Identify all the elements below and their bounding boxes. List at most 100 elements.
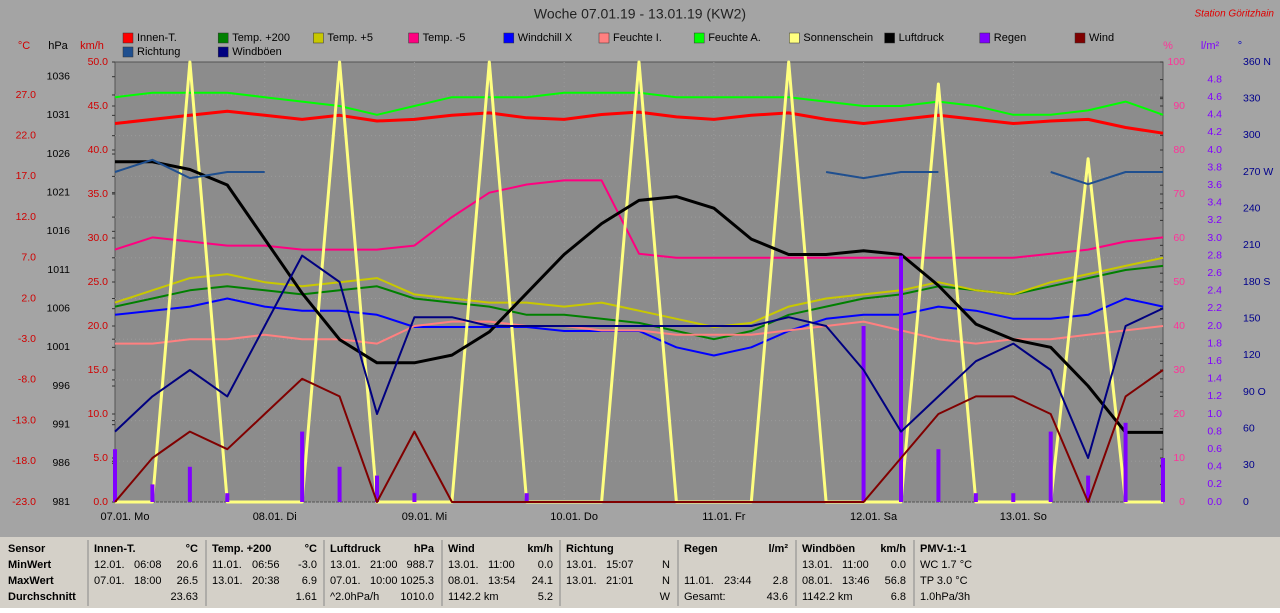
y-tick-label: 10 [1173,452,1185,464]
x-tick-label: 11.01. Fr [702,511,746,523]
stats-time: 23:44 [724,575,752,587]
y-tick-label: 12.0 [16,211,37,223]
x-tick-label: 09.01. Mi [402,511,447,523]
y-tick-label: 1031 [47,109,71,121]
legend-label: Feuchte A. [708,32,761,44]
stats-date: 1142.2 km [448,591,499,603]
stats-time: 06:56 [252,559,280,571]
stats-date: Gesamt: [684,591,726,603]
stats-date: WC 1.7 °C [920,559,972,571]
y-tick-label: 1011 [47,264,70,276]
stats-date: 13.01. [566,575,597,587]
y-tick-label: 80 [1173,144,1185,156]
legend-label: Feuchte I. [613,32,662,44]
stats-date: 13.01. [802,559,833,571]
y-tick-label: 3.0 [1207,232,1222,244]
y-tick-label: 4.6 [1207,91,1222,103]
legend-swatch [217,46,229,58]
y-tick-label: 981 [52,496,70,508]
series-line [114,91,1164,116]
legend-swatch [122,32,134,44]
legend-label: Temp. +200 [232,32,290,44]
legend-label: Temp. -5 [423,32,466,44]
stats-date: 1142.2 km [802,591,853,603]
y-tick-label: 1001 [47,341,71,353]
y-tick-label: 1.0 [1207,408,1222,420]
y-tick-label: 3.8 [1207,161,1222,173]
stats-panel [0,537,1280,608]
y-tick-label: 50 [1173,276,1185,288]
series-line [114,109,1164,135]
y-tick-label: 30 [1173,364,1185,376]
y-tick-label: 1.6 [1207,355,1222,367]
y-tick-label: 330 [1243,92,1261,104]
rain-bar [1161,458,1165,502]
y-tick-label: 1006 [47,302,71,314]
y-tick-label: 0.0 [1207,496,1222,508]
stats-date: 11.01. [212,559,242,571]
series-line [114,158,1163,186]
series-line [114,256,1164,328]
y-tick-label: 991 [52,418,70,430]
y-tick-label: 1.8 [1207,337,1222,349]
y-tick-label: 1016 [47,225,71,237]
stats-header: Richtung [566,543,614,555]
stats-time: 20:38 [252,575,280,587]
y-tick-label: 0.6 [1207,443,1222,455]
legend-swatch [693,32,705,44]
rain-bar [1011,493,1016,502]
y-tick-label: 4.8 [1207,73,1222,85]
y-tick-label: 4.4 [1207,109,1222,121]
y-tick-label: 35.0 [88,188,109,200]
legend-swatch [789,32,800,44]
x-tick-label: 10.01. Do [550,511,598,523]
stats-date: 07.01. [94,575,125,587]
y-tick-label: 360 N [1243,56,1271,68]
x-tick-label: 08.01. Di [253,511,297,523]
y-tick-label: 2.2 [1207,302,1222,314]
legend-label: Windchill X [518,32,573,44]
y-tick-label: 0.4 [1207,461,1222,473]
rain-bar [1048,431,1053,502]
stats-time: 11:00 [842,559,869,571]
y-tick-label: 996 [52,380,70,392]
plot-area [114,61,1164,503]
stats-unit: km/h [527,543,553,555]
y-tick-label: 60 [1243,422,1255,434]
y-tick-label: 2.0 [21,292,36,304]
chart-title: Woche 07.01.19 - 13.01.19 (KW2) [534,6,746,22]
legend-swatch [313,32,324,44]
y-tick-label: 3.4 [1207,197,1222,209]
axis-unit: hPa [48,40,68,52]
stats-date: 12.01. [94,559,125,571]
stats-date: ^2.0hPa/h [330,591,379,603]
legend-label: Windböen [232,46,282,58]
y-tick-label: 15.0 [88,364,109,376]
rain-bar [113,449,117,502]
x-tick-label: 13.01. So [1000,511,1047,523]
y-tick-label: -13.0 [12,414,36,426]
stats-time: 13:54 [488,575,516,587]
axis-unit: % [1163,40,1173,52]
stats-date: TP 3.0 °C [920,575,968,587]
series-line [114,254,1164,459]
stats-row-label: Durchschnitt [8,591,76,603]
y-tick-label: 20.0 [88,320,109,332]
y-tick-label: 2.6 [1207,267,1222,279]
y-tick-label: -3.0 [18,333,36,345]
stats-value: 6.8 [891,591,906,603]
legend-swatch [598,32,610,44]
y-tick-label: 240 [1243,202,1261,214]
legend-label: Temp. +5 [327,32,373,44]
series-line [115,320,1164,345]
y-tick-label: 25.0 [88,276,109,288]
stats-value: 1.61 [296,591,317,603]
y-tick-label: 210 [1243,239,1261,251]
stats-time: 13:46 [842,575,870,587]
rain-bar [187,466,192,502]
legend-swatch [1074,32,1086,44]
stats-value: 23.63 [170,591,198,603]
y-tick-label: 3.6 [1207,179,1222,191]
stats-value: W [660,591,671,603]
rain-bar [375,475,379,502]
